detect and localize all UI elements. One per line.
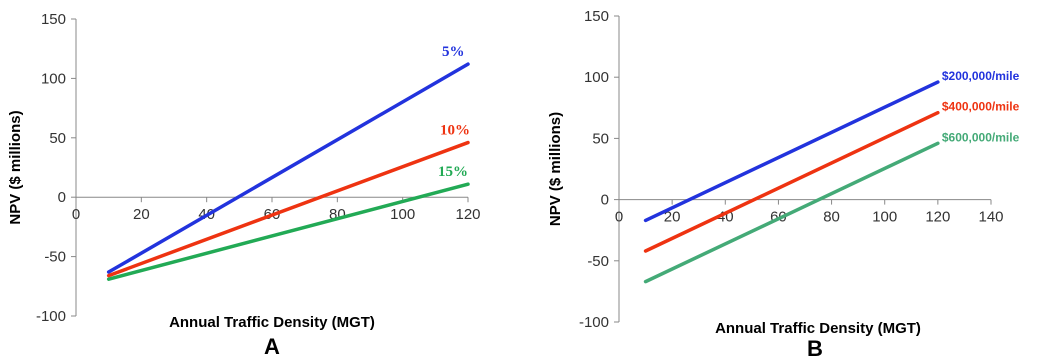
series-line-2 bbox=[106, 182, 470, 281]
x-tick-label: 100 bbox=[390, 206, 415, 223]
series-label-2: 15% bbox=[438, 164, 468, 180]
series-label-1: 10% bbox=[440, 123, 470, 139]
x-tick-label: 20 bbox=[664, 209, 681, 226]
x-tick-label: 20 bbox=[133, 206, 150, 223]
series-line-2 bbox=[643, 141, 940, 284]
y-tick-label: 150 bbox=[41, 11, 66, 28]
y-tick-label: 0 bbox=[601, 192, 609, 209]
y-axis-title: NPV ($ millions) bbox=[7, 110, 24, 224]
y-tick-label: -50 bbox=[44, 249, 66, 266]
y-tick-label: -100 bbox=[579, 314, 609, 331]
y-tick-label: 100 bbox=[584, 69, 609, 86]
x-tick-label: 80 bbox=[823, 209, 840, 226]
series-line-0 bbox=[643, 80, 940, 223]
series-label-0: 5% bbox=[442, 44, 465, 60]
series-line-1 bbox=[106, 140, 470, 278]
panel-label: B bbox=[807, 336, 823, 360]
series-label-0: $200,000/mile bbox=[942, 69, 1020, 83]
y-tick-label: 0 bbox=[58, 189, 66, 206]
x-tick-label: 100 bbox=[872, 209, 897, 226]
y-tick-label: -50 bbox=[587, 253, 609, 270]
x-tick-label: 120 bbox=[925, 209, 950, 226]
x-tick-label: 140 bbox=[978, 209, 1003, 226]
series-line-1 bbox=[643, 110, 940, 253]
series-label-1: $400,000/mile bbox=[942, 100, 1020, 114]
y-axis-title: NPV ($ millions) bbox=[547, 112, 564, 226]
series-line-0 bbox=[106, 62, 470, 274]
x-tick-label: 120 bbox=[455, 206, 480, 223]
x-tick-label: 0 bbox=[615, 209, 623, 226]
panel-label: A bbox=[264, 334, 280, 359]
y-tick-label: 50 bbox=[49, 130, 66, 147]
y-tick-label: 100 bbox=[41, 70, 66, 87]
x-axis-title: Annual Traffic Density (MGT) bbox=[169, 314, 375, 331]
y-tick-label: -100 bbox=[36, 308, 66, 325]
x-axis-title: Annual Traffic Density (MGT) bbox=[715, 320, 921, 337]
y-tick-label: 50 bbox=[592, 130, 609, 147]
y-tick-label: 150 bbox=[584, 8, 609, 25]
series-label-2: $600,000/mile bbox=[942, 130, 1020, 144]
x-tick-label: 0 bbox=[72, 206, 80, 223]
